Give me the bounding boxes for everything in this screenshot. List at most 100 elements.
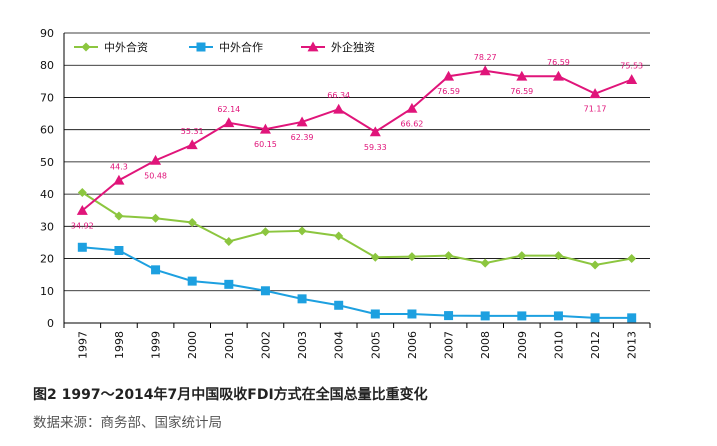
data-label: 76.59 [437, 87, 460, 96]
data-point [552, 70, 564, 81]
series-1 [77, 188, 637, 270]
data-label: 66.62 [400, 119, 423, 128]
data-point [224, 279, 234, 289]
data-point [553, 311, 563, 321]
y-tick-label: 10 [40, 285, 54, 298]
data-point [297, 294, 307, 304]
data-point [151, 265, 161, 275]
series-2 [77, 242, 637, 323]
data-point [77, 188, 87, 197]
series-line [82, 246, 632, 319]
data-point [260, 286, 270, 296]
x-tick-label: 2007 [443, 331, 456, 359]
data-point [114, 246, 124, 255]
legend-marker [307, 41, 319, 52]
y-tick-label: 80 [40, 59, 54, 72]
data-point [114, 211, 124, 221]
legend-item: 外企独资 [301, 40, 375, 54]
data-label: 75.53 [620, 62, 643, 71]
x-tick-label: 2013 [626, 331, 639, 359]
data-point [516, 70, 528, 81]
data-point [113, 174, 125, 185]
data-point [334, 231, 344, 241]
data-point [627, 254, 637, 264]
data-labels: 34.92 44.3 50.48 55.31 62.14 60.15 62.39 66.34 5… [71, 53, 643, 231]
data-point [370, 309, 380, 319]
y-tick-label: 40 [40, 188, 54, 201]
x-tick-label: 2006 [406, 331, 419, 359]
data-point [480, 311, 490, 321]
y-tick-label: 30 [40, 220, 54, 233]
data-point [590, 313, 600, 323]
legend-marker [81, 42, 91, 52]
data-label: 62.14 [217, 105, 240, 114]
data-point [186, 139, 198, 150]
data-point [480, 258, 490, 268]
data-point [259, 123, 271, 134]
legend-item: 中外合资 [74, 40, 148, 54]
x-tick-label: 2000 [186, 331, 199, 359]
data-point [187, 217, 197, 227]
legend: 中外合资 中外合作 外企独资 [74, 40, 375, 54]
data-point [406, 102, 418, 113]
data-label: 55.31 [181, 127, 204, 136]
series-line [81, 191, 632, 267]
data-label: 76.59 [547, 58, 570, 67]
data-point [627, 313, 637, 323]
x-tick-label: 2005 [369, 331, 382, 359]
data-label: 50.48 [144, 171, 167, 180]
axes: 0 10 20 30 40 50 60 70 80 90 1997 1998 1999 2000 2001 2… [40, 27, 651, 359]
y-tick-label: 50 [40, 156, 54, 169]
y-tick-label: 20 [40, 253, 54, 266]
data-point [76, 204, 88, 215]
data-point [590, 260, 600, 270]
data-point [296, 116, 308, 127]
x-tick-label: 2012 [589, 331, 602, 359]
data-point [626, 74, 638, 85]
data-label: 60.15 [254, 140, 277, 149]
x-tick-label: 1997 [76, 331, 89, 359]
x-tick-label: 2001 [223, 331, 236, 359]
legend-marker [196, 42, 206, 52]
data-point [444, 311, 454, 321]
data-label: 62.39 [291, 133, 314, 142]
data-point [589, 88, 601, 99]
legend-item: 中外合作 [189, 40, 263, 54]
y-tick-label: 60 [40, 124, 54, 137]
chart: 0 10 20 30 40 50 60 70 80 90 1997 1998 1999 2000 2001 2… [40, 27, 651, 359]
y-tick-label: 70 [40, 91, 54, 104]
data-point [224, 236, 234, 246]
data-point [334, 300, 344, 310]
x-tick-label: 2008 [479, 331, 492, 359]
series-3 [76, 65, 638, 215]
data-point [444, 251, 454, 261]
series [76, 65, 638, 323]
legend-label: 中外合资 [104, 40, 148, 54]
x-tick-label: 1999 [150, 331, 163, 359]
data-point [369, 126, 381, 137]
x-tick-label: 1998 [113, 331, 126, 359]
y-tick-label: 90 [40, 27, 54, 40]
data-point [297, 226, 307, 236]
gridlines [64, 32, 650, 292]
data-point [517, 311, 527, 321]
x-tick-label: 2009 [516, 331, 529, 359]
legend-label: 中外合作 [219, 40, 263, 54]
y-tick-label: 0 [47, 317, 54, 330]
data-point [443, 70, 455, 81]
data-source-note: 数据来源：商务部、国家统计局 [33, 415, 222, 431]
data-point [151, 213, 161, 223]
legend-label: 外企独资 [331, 40, 375, 54]
data-point [517, 251, 527, 261]
data-point [77, 242, 87, 252]
series-line [81, 69, 633, 212]
figure-caption: 图2 1997～2014年7月中国吸收FDI方式在全国总量比重变化 [33, 387, 428, 403]
data-point [407, 252, 417, 262]
data-point [553, 251, 563, 261]
x-tick-label: 2004 [333, 331, 346, 359]
data-label: 44.3 [110, 162, 128, 171]
x-tick-label: 2002 [259, 331, 272, 359]
data-label: 59.33 [364, 143, 387, 152]
data-label: 34.92 [71, 221, 94, 230]
data-point [333, 103, 345, 114]
